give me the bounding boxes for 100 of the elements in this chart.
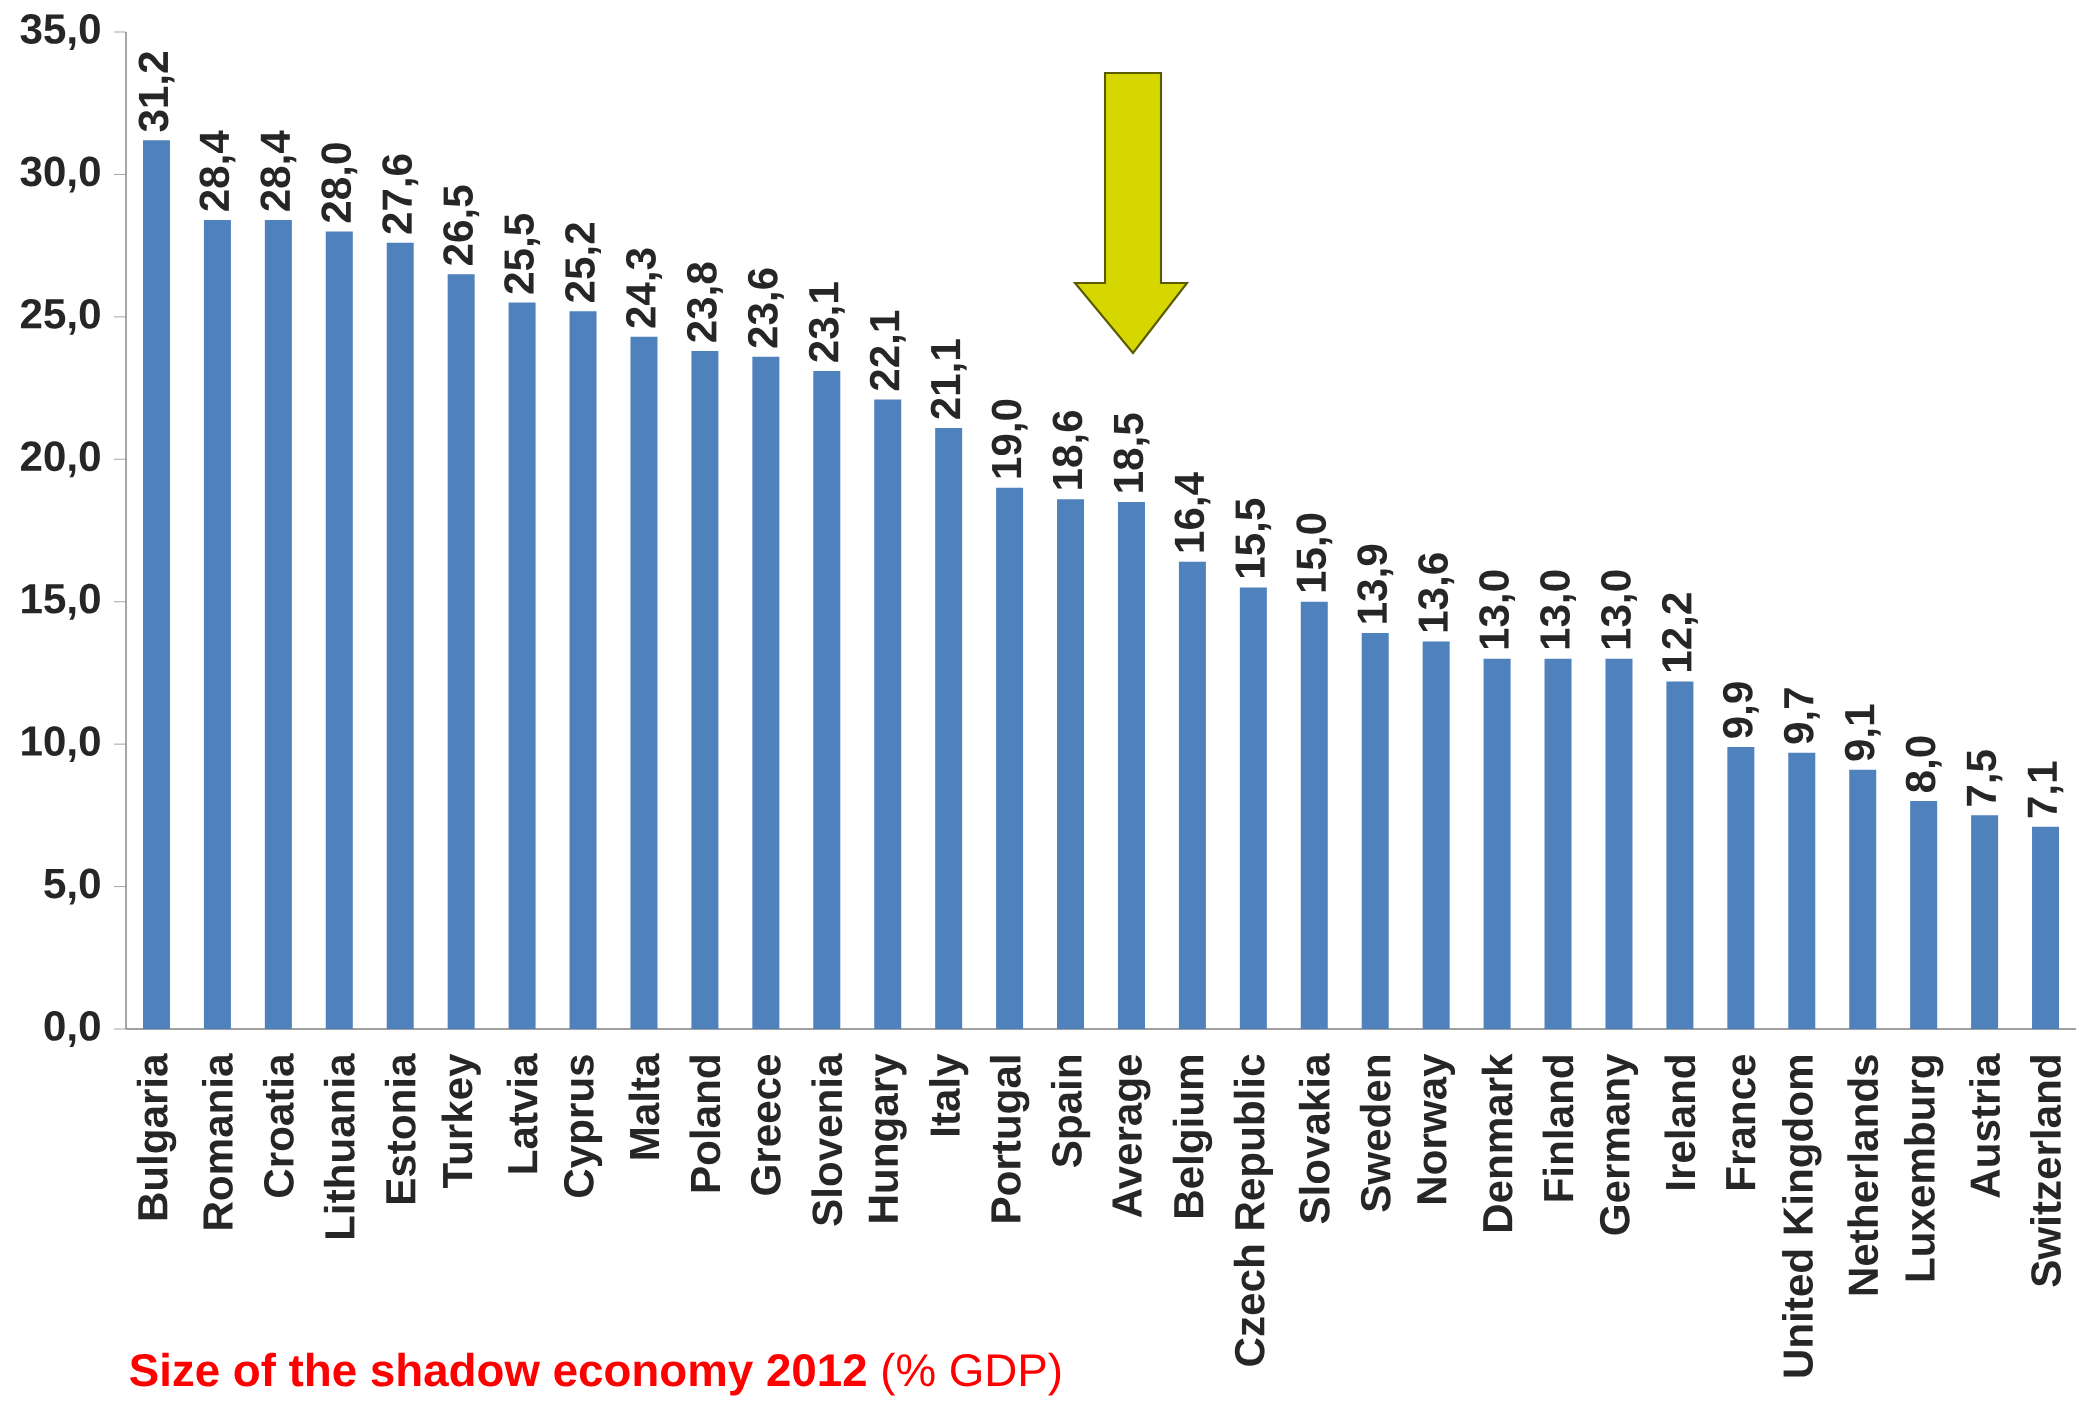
data-label: 18,6 (1052, 410, 1089, 489)
bar (630, 336, 658, 1029)
y-tick-label: 5,0 (44, 868, 100, 905)
x-tick-label: Sweden (1359, 1056, 1391, 1212)
x-tick-label: Greece (750, 1054, 781, 1195)
data-label: 21,1 (930, 339, 967, 419)
y-tick-label: 20,0 (20, 441, 100, 478)
x-tick-label: United Kingdom (1782, 1056, 1822, 1377)
bar (1361, 633, 1389, 1029)
x-tick-label: Finland (1542, 1056, 1574, 1201)
bar (508, 302, 536, 1029)
data-label: 25,2 (565, 223, 601, 302)
data-label: 25,5 (504, 214, 541, 294)
data-label: 9,1 (1844, 704, 1881, 761)
data-label: 16,4 (1174, 472, 1211, 552)
x-tick-label: Luxemburg (1903, 1056, 1944, 1281)
bar (1971, 815, 1999, 1029)
x-tick-label: Denmark (1481, 1053, 1513, 1232)
data-label: 31,2 (138, 52, 175, 132)
x-tick-label: Latvia (506, 1053, 538, 1173)
x-tick-label: Slovakia (1298, 1053, 1330, 1224)
data-label: 23,6 (747, 268, 784, 348)
bar (1727, 746, 1755, 1029)
y-tick-label: 25,0 (20, 298, 100, 335)
bar (1178, 561, 1206, 1029)
data-label: 27,6 (382, 154, 419, 234)
bar (1117, 502, 1145, 1029)
bar (1300, 601, 1328, 1029)
bar (325, 231, 353, 1029)
bar (1483, 658, 1511, 1029)
text: Size of the shadow economy 2012 (% GDP) (130, 1352, 1061, 1396)
y-tick-label: 35,0 (20, 14, 100, 50)
bar (264, 220, 292, 1029)
x-tick-label: Spain (1050, 1056, 1091, 1168)
x-tick-label: Belgium (1172, 1056, 1213, 1217)
data-label: 15,5 (1235, 498, 1272, 578)
x-tick-label: Cyprus (563, 1055, 603, 1198)
x-tick-label: Romania (201, 1053, 233, 1229)
data-label: 28,4 (199, 130, 236, 211)
x-tick-label: Bulgaria (136, 1053, 177, 1220)
data-label: 18,5 (1113, 413, 1150, 492)
data-label: 15,0 (1296, 513, 1333, 592)
data-label: 26,5 (443, 185, 480, 265)
x-tick-label: Italy (929, 1053, 969, 1135)
x-tick-label: Portugal (989, 1056, 1030, 1222)
x-tick-label: Lithuania (323, 1053, 355, 1239)
x-tick-label: Ireland (1664, 1056, 1696, 1189)
x-tick-label: Slovenia (811, 1053, 843, 1226)
x-tick-label: Switzerland (2030, 1056, 2061, 1287)
bar (1666, 681, 1694, 1029)
data-label: 7,1 (2027, 761, 2064, 818)
bar (935, 427, 963, 1029)
x-tick-label: Norway (1417, 1053, 1456, 1203)
y-tick-label: 30,0 (20, 156, 100, 193)
x-tick-label: Average (1112, 1054, 1151, 1218)
bar (1422, 641, 1450, 1029)
data-label: 9,9 (1722, 682, 1759, 738)
x-tick-label: Turkey (441, 1053, 481, 1189)
bar (447, 274, 475, 1029)
data-label: 22,1 (869, 310, 906, 391)
x-tick-label: Malta (628, 1053, 660, 1159)
data-label: 28,0 (321, 143, 358, 223)
bar (203, 220, 231, 1029)
data-label: 8,0 (1905, 736, 1942, 793)
data-label: 12,2 (1661, 593, 1698, 672)
data-label: 13,0 (1479, 570, 1516, 649)
x-tick-label: Netherlands (1847, 1055, 1879, 1295)
bar (142, 140, 170, 1029)
x-tick-label: Poland (689, 1056, 721, 1192)
x-tick-label: Hungary (868, 1053, 907, 1222)
data-label: 13,0 (1601, 570, 1637, 649)
x-tick-label: Estonia (384, 1053, 416, 1203)
bar (1605, 658, 1633, 1029)
data-label: 19,0 (991, 399, 1028, 478)
data-label: 9,7 (1783, 688, 1820, 744)
bar (1239, 587, 1267, 1029)
bar (1849, 769, 1877, 1029)
bar (813, 370, 841, 1029)
bar (1788, 752, 1816, 1029)
data-label: 13,6 (1418, 553, 1455, 632)
data-label: 23,1 (808, 282, 845, 362)
bar (386, 242, 414, 1029)
x-tick-label: France (1726, 1054, 1756, 1189)
bar (996, 487, 1024, 1029)
x-tick-label: Czech Republic (1233, 1054, 1274, 1366)
bar (569, 311, 597, 1029)
bar (752, 356, 780, 1029)
data-label: 13,9 (1357, 544, 1394, 623)
y-tick-label: 15,0 (22, 583, 100, 620)
y-tick-label: 10,0 (22, 726, 100, 763)
bar (1057, 499, 1085, 1029)
x-tick-label: Germany (1599, 1053, 1639, 1235)
data-label: 23,8 (686, 262, 723, 342)
bar (1910, 801, 1938, 1029)
bar (1544, 658, 1572, 1029)
x-tick-label: Austria (1969, 1053, 2001, 1198)
data-label: 7,5 (1966, 750, 2003, 806)
data-label: 28,4 (260, 130, 297, 211)
bar (874, 399, 902, 1029)
bar (691, 351, 719, 1029)
